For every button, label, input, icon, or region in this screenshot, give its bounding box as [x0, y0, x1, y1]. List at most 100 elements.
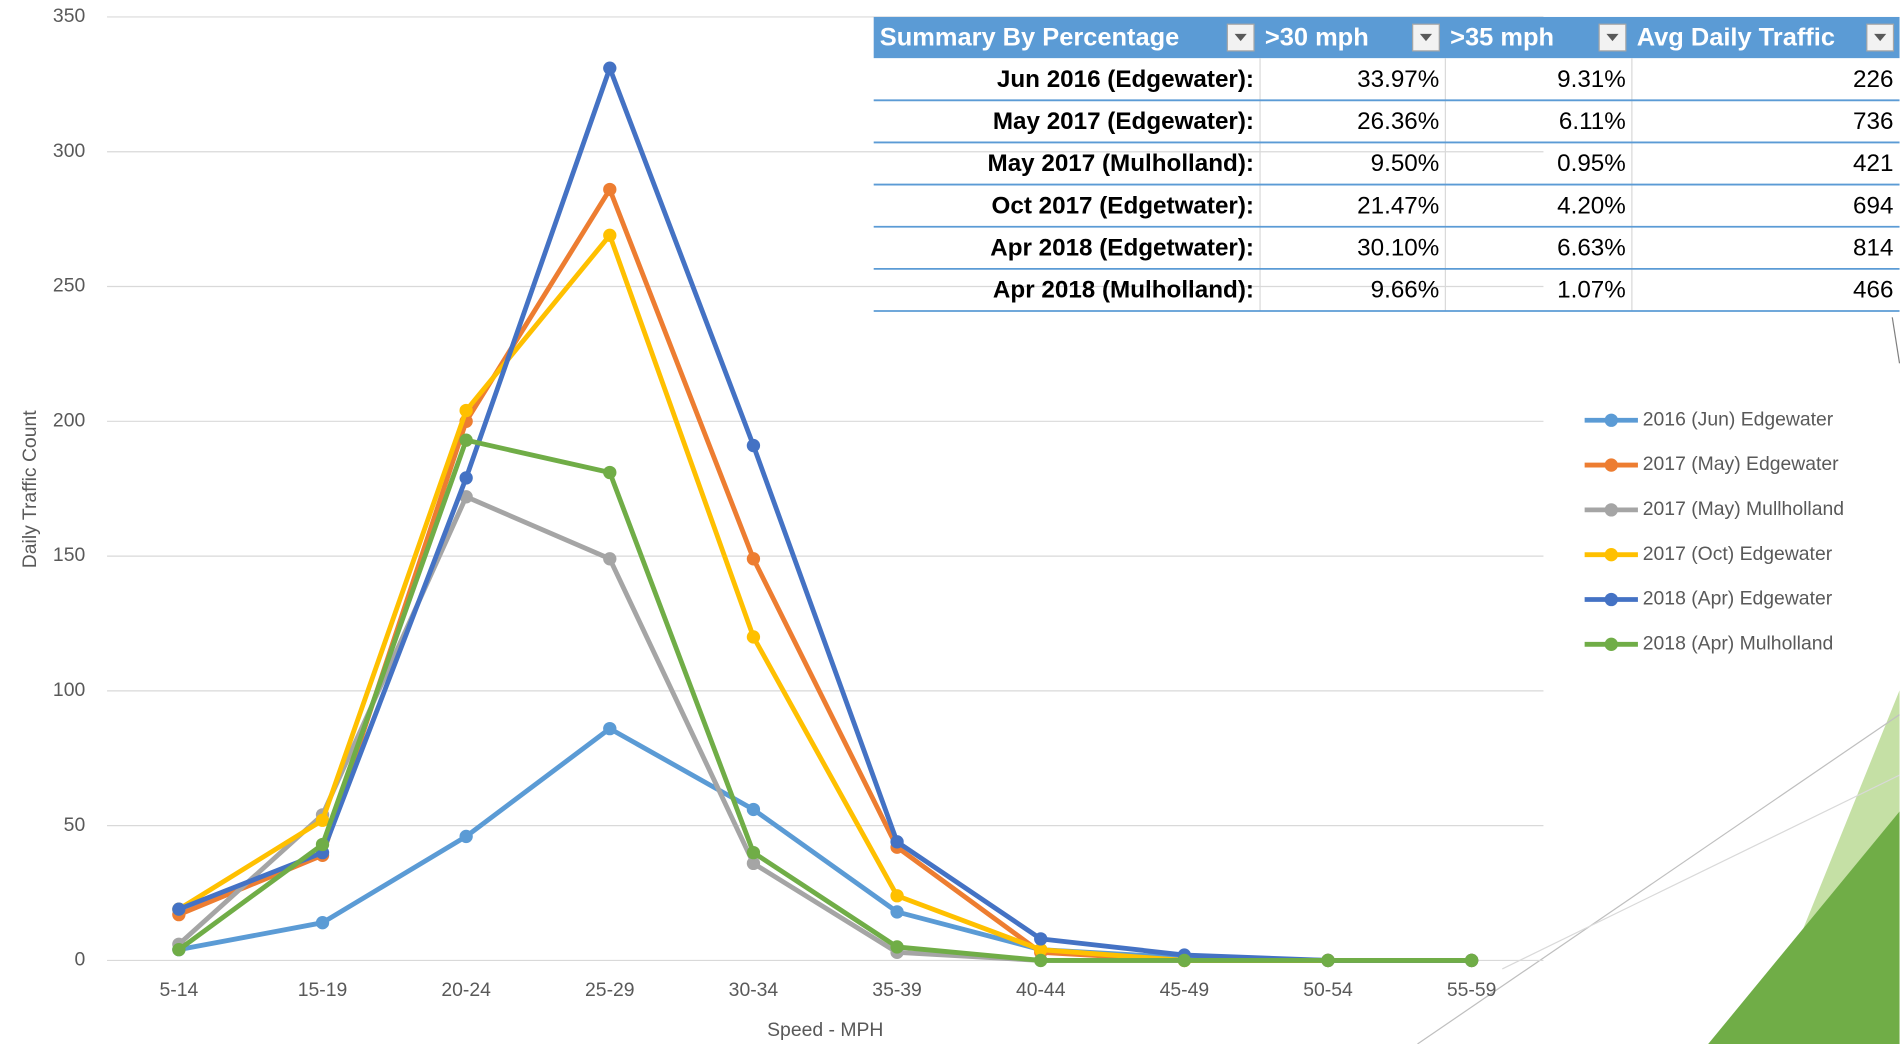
data-point: [746, 630, 761, 644]
y-tick-label: 50: [64, 814, 86, 836]
table-cell: Jun 2016 (Edgewater):: [997, 66, 1254, 93]
data-point: [1464, 953, 1479, 968]
x-tick-label: 35-39: [872, 979, 922, 1001]
decor-triangle: [1708, 811, 1900, 1044]
legend-marker: [1604, 592, 1618, 607]
table-cell: 6.63%: [1557, 234, 1626, 261]
data-point: [459, 490, 473, 504]
legend-marker: [1604, 413, 1618, 427]
data-point: [890, 835, 904, 849]
series-line: [177, 187, 1472, 963]
decor-line: [1891, 317, 1900, 364]
table-header-cell: >30 mph: [1265, 23, 1369, 51]
data-point: [746, 845, 761, 860]
x-tick-label: 20-24: [441, 979, 491, 1001]
x-tick-label: 45-49: [1160, 979, 1210, 1001]
data-point: [603, 228, 617, 242]
filter-arrow: [1606, 33, 1619, 42]
legend-marker: [1604, 458, 1618, 472]
legend-label: 2018 (Apr) Mulholland: [1643, 632, 1833, 654]
data-point: [1034, 953, 1048, 968]
table-cell: 26.36%: [1357, 108, 1439, 135]
data-point: [603, 182, 617, 197]
data-point: [746, 802, 761, 817]
data-point: [172, 942, 186, 957]
table-cell: 9.66%: [1371, 277, 1440, 304]
data-point: [459, 433, 473, 447]
table-cell: 4.20%: [1557, 192, 1626, 219]
data-point: [315, 837, 330, 852]
filter-arrow: [1234, 33, 1247, 42]
data-point: [459, 403, 473, 418]
y-tick-label: 200: [53, 409, 86, 431]
data-point: [1034, 932, 1048, 946]
table-cell: Apr 2018 (Edgetwater):: [990, 234, 1254, 261]
table-cell: May 2017 (Mulholland):: [988, 150, 1254, 177]
x-tick-label: 50-54: [1303, 979, 1353, 1001]
y-tick-label: 100: [53, 679, 86, 701]
table-cell: 736: [1853, 108, 1893, 135]
table-cell: Apr 2018 (Mulholland):: [993, 277, 1254, 304]
legend-marker: [1604, 503, 1618, 517]
table-cell: 226: [1853, 66, 1893, 93]
y-tick-label: 150: [53, 544, 86, 566]
table-cell: 694: [1853, 192, 1893, 219]
table-cell: May 2017 (Edgewater):: [993, 108, 1254, 135]
legend-marker: [1604, 548, 1618, 562]
table-cell: 466: [1853, 277, 1893, 304]
x-tick-label: 25-29: [585, 979, 635, 1001]
y-tick-label: 300: [53, 140, 86, 162]
data-point: [1034, 942, 1048, 957]
data-point: [890, 940, 904, 954]
filter-arrow: [1874, 33, 1887, 42]
x-tick-label: 15-19: [298, 979, 348, 1001]
series-line: [177, 65, 1472, 963]
data-point: [1321, 953, 1335, 968]
summary-table: Summary By Percentage >30 mph >35 mph Avg D…: [873, 16, 1900, 312]
table-cell: 33.97%: [1357, 66, 1439, 93]
data-point: [603, 61, 617, 75]
data-point: [890, 905, 904, 919]
series-line: [177, 232, 1472, 963]
data-point: [315, 813, 330, 827]
data-point: [459, 471, 473, 485]
legend-label: 2017 (May) Mullholland: [1643, 498, 1844, 520]
data-point: [603, 552, 617, 566]
x-tick-label: 5-14: [159, 979, 198, 1001]
table-cell: 421: [1853, 150, 1893, 177]
x-tick-label: 40-44: [1016, 979, 1066, 1001]
data-point: [746, 438, 761, 453]
table-cell: 9.31%: [1557, 66, 1626, 93]
table-cell: 1.07%: [1557, 277, 1626, 304]
data-point: [890, 889, 904, 903]
series-line: [177, 437, 1472, 963]
data-point: [603, 465, 617, 480]
table-header-cell: >35 mph: [1450, 23, 1554, 51]
data-point: [746, 856, 761, 871]
legend-label: 2017 (May) Edgewater: [1643, 453, 1839, 475]
x-tick-label: 30-34: [729, 979, 779, 1001]
filter-arrow: [1419, 33, 1433, 42]
legend-label: 2018 (Apr) Edgewater: [1643, 588, 1833, 610]
table-header-bg: [873, 16, 1900, 59]
data-point: [459, 829, 473, 844]
table-header-cell: Avg Daily Traffic: [1637, 23, 1835, 51]
y-tick-label: 250: [53, 275, 86, 297]
table-cell: 21.47%: [1357, 192, 1439, 219]
decor-line: [1502, 774, 1900, 970]
table-cell: 9.50%: [1371, 150, 1440, 177]
x-tick-label: 55-59: [1447, 979, 1497, 1001]
y-axis-title: Daily Traffic Count: [19, 410, 41, 568]
y-tick-label: 350: [53, 5, 86, 27]
data-point: [603, 721, 617, 736]
y-tick-label: 0: [74, 949, 85, 971]
table-header-cell: Summary By Percentage: [880, 23, 1180, 51]
table-cell: 30.10%: [1357, 234, 1439, 261]
table-cell: 6.11%: [1559, 108, 1626, 135]
table-cell: 0.95%: [1557, 150, 1626, 177]
data-point: [315, 916, 330, 930]
legend-label: 2017 (Oct) Edgewater: [1643, 543, 1833, 565]
table-cell: 814: [1853, 234, 1893, 261]
